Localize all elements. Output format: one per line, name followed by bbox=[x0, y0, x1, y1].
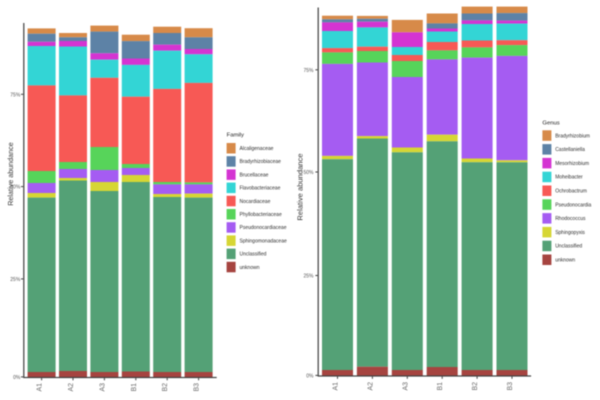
svg-text:B3: B3 bbox=[507, 382, 514, 391]
svg-text:0%: 0% bbox=[306, 374, 314, 380]
svg-text:Relative abundance: Relative abundance bbox=[6, 142, 15, 206]
svg-text:0%: 0% bbox=[13, 375, 21, 381]
svg-text:A3: A3 bbox=[99, 383, 106, 392]
svg-text:A1: A1 bbox=[37, 383, 44, 392]
svg-text:Mesorhizobium: Mesorhizobium bbox=[555, 161, 589, 167]
svg-text:50%: 50% bbox=[10, 185, 21, 191]
svg-text:A3: A3 bbox=[402, 382, 409, 391]
svg-text:25%: 25% bbox=[10, 277, 21, 283]
svg-text:B2: B2 bbox=[162, 383, 169, 392]
svg-text:Phyllobacteriaceae: Phyllobacteriaceae bbox=[240, 212, 282, 218]
svg-text:Bradyrhizobium: Bradyrhizobium bbox=[555, 133, 590, 139]
svg-text:B2: B2 bbox=[472, 382, 479, 391]
svg-text:Unclassified: Unclassified bbox=[240, 252, 267, 258]
svg-text:Moheibacter: Moheibacter bbox=[555, 175, 583, 181]
svg-text:Unclassified: Unclassified bbox=[555, 244, 582, 250]
svg-text:Ochrobactrum: Ochrobactrum bbox=[555, 189, 587, 195]
svg-text:25%: 25% bbox=[303, 274, 314, 280]
svg-text:A1: A1 bbox=[333, 382, 340, 391]
svg-text:Brucellaceae: Brucellaceae bbox=[240, 172, 269, 178]
svg-text:Relative abundance: Relative abundance bbox=[296, 153, 305, 220]
svg-text:50%: 50% bbox=[303, 170, 314, 176]
svg-text:Sphingopyxis: Sphingopyxis bbox=[555, 230, 585, 236]
svg-text:Rhodococcus: Rhodococcus bbox=[555, 216, 586, 222]
svg-text:A2: A2 bbox=[68, 383, 75, 392]
svg-text:Sphingomonadaceae: Sphingomonadaceae bbox=[240, 238, 287, 244]
svg-text:B3: B3 bbox=[194, 383, 201, 392]
svg-text:Nocardiaceae: Nocardiaceae bbox=[240, 199, 271, 205]
svg-text:unknown: unknown bbox=[240, 265, 260, 271]
svg-text:B1: B1 bbox=[131, 383, 138, 392]
svg-text:B1: B1 bbox=[437, 382, 444, 391]
svg-text:75%: 75% bbox=[10, 92, 21, 98]
svg-text:Pseudonocardia: Pseudonocardia bbox=[555, 202, 591, 208]
svg-text:75%: 75% bbox=[303, 68, 314, 74]
svg-text:Pseudonocardiaceae: Pseudonocardiaceae bbox=[240, 225, 287, 231]
svg-text:Bradyrhizobiaceae: Bradyrhizobiaceae bbox=[240, 159, 282, 165]
svg-text:Alcaligenaceae: Alcaligenaceae bbox=[240, 146, 274, 152]
svg-text:A2: A2 bbox=[367, 382, 374, 391]
svg-text:Family: Family bbox=[227, 133, 244, 139]
svg-text:Genus: Genus bbox=[542, 121, 559, 127]
svg-text:Castellaniella: Castellaniella bbox=[555, 147, 585, 153]
svg-text:unknown: unknown bbox=[555, 258, 575, 264]
svg-text:Flavobacteriaceae: Flavobacteriaceae bbox=[240, 186, 281, 192]
